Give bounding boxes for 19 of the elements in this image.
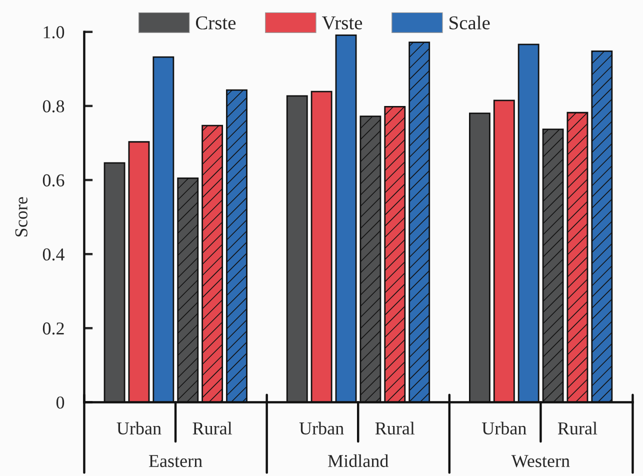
- text: Midland: [328, 454, 388, 468]
- y-tick-label: 0: [56, 396, 64, 409]
- x-tick-label: Rural: [375, 422, 415, 435]
- legend-label: Crste: [196, 16, 236, 30]
- y-tick-label: 0.6: [42, 174, 64, 187]
- x-tick-label: Rural: [558, 422, 598, 435]
- x-tick-label: Urban: [116, 422, 162, 435]
- text: Western: [511, 455, 570, 468]
- x-tick-label: Rural: [192, 422, 232, 435]
- y-axis-title: Score: [15, 197, 28, 236]
- legend-label: Vrste: [322, 16, 362, 30]
- x-tick-label: Urban: [482, 422, 526, 435]
- y-tick-label: 0.8: [42, 100, 64, 112]
- y-tick-label: 0.4: [42, 248, 65, 261]
- text: Eastern: [148, 455, 202, 468]
- y-tick-label: 0.2: [42, 322, 64, 335]
- legend-label: Scale: [450, 16, 490, 30]
- x-tick-label: Urban: [299, 422, 344, 435]
- y-tick-label: 1.0: [44, 26, 64, 38]
